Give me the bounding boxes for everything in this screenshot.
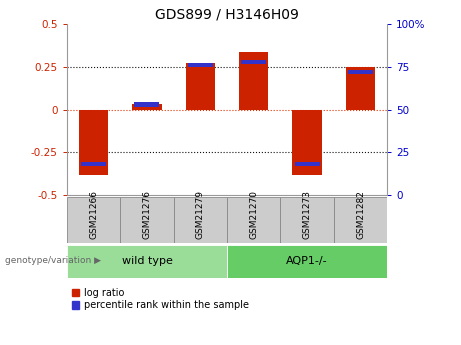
- Text: GSM21279: GSM21279: [196, 190, 205, 239]
- Bar: [132, 105, 162, 110]
- FancyBboxPatch shape: [67, 245, 227, 278]
- Text: GSM21266: GSM21266: [89, 190, 98, 239]
- Bar: [292, 110, 322, 175]
- FancyBboxPatch shape: [227, 197, 280, 243]
- Legend: log ratio, percentile rank within the sample: log ratio, percentile rank within the sa…: [72, 288, 249, 310]
- Text: GSM21270: GSM21270: [249, 190, 258, 239]
- Bar: [346, 67, 375, 110]
- Text: wild type: wild type: [122, 256, 172, 266]
- Text: GSM21273: GSM21273: [302, 190, 312, 239]
- FancyBboxPatch shape: [227, 245, 387, 278]
- FancyBboxPatch shape: [334, 197, 387, 243]
- Text: AQP1-/-: AQP1-/-: [286, 256, 328, 266]
- Bar: [79, 110, 108, 175]
- Text: genotype/variation ▶: genotype/variation ▶: [5, 256, 100, 265]
- Bar: [295, 162, 319, 166]
- FancyBboxPatch shape: [67, 197, 120, 243]
- Bar: [81, 162, 106, 166]
- FancyBboxPatch shape: [174, 197, 227, 243]
- Bar: [241, 60, 266, 64]
- Bar: [135, 102, 160, 107]
- Text: GSM21276: GSM21276: [142, 190, 152, 239]
- Bar: [348, 70, 373, 74]
- Bar: [239, 52, 268, 110]
- Text: GSM21282: GSM21282: [356, 191, 365, 239]
- Title: GDS899 / H3146H09: GDS899 / H3146H09: [155, 8, 299, 22]
- Bar: [186, 63, 215, 110]
- FancyBboxPatch shape: [280, 197, 334, 243]
- Bar: [188, 63, 213, 67]
- FancyBboxPatch shape: [120, 197, 174, 243]
